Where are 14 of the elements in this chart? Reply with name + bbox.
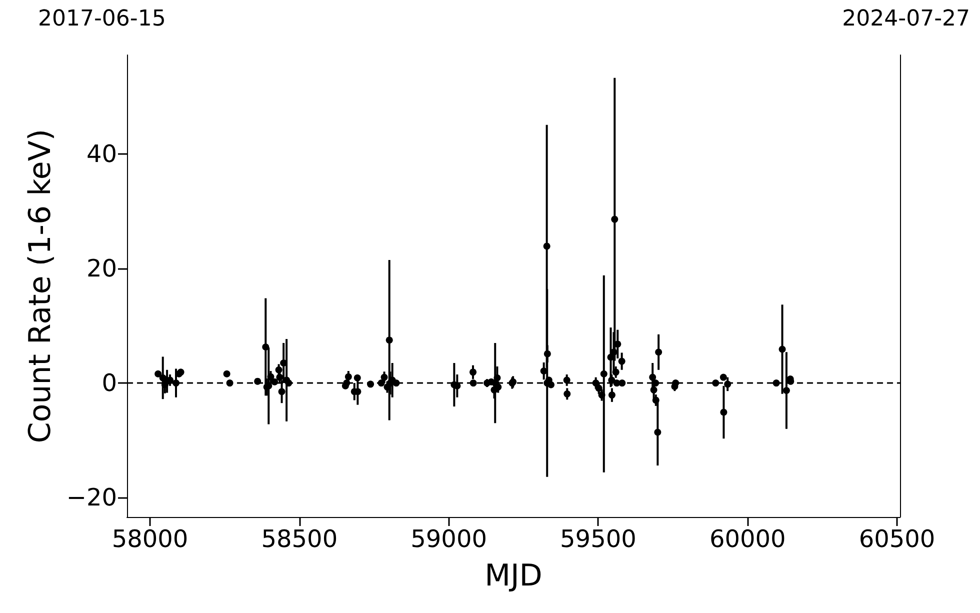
x-tick-label: 58000 bbox=[112, 525, 188, 553]
x-tick-label: 59500 bbox=[560, 525, 636, 553]
x-axis-title: MJD bbox=[484, 558, 542, 594]
y-tick-label: 20 bbox=[86, 254, 117, 283]
y-tick-label: 0 bbox=[102, 369, 117, 398]
x-tick-label: 59000 bbox=[410, 525, 487, 553]
x-tick-label: 60000 bbox=[709, 525, 786, 553]
y-tick-label: −20 bbox=[66, 484, 117, 512]
x-tick-label: 60500 bbox=[858, 525, 936, 553]
text: 2017-06-15 bbox=[38, 6, 166, 32]
y-axis-title: Count Rate (1-6 keV) bbox=[22, 128, 58, 444]
x-tick-label: 58500 bbox=[261, 525, 338, 553]
text: 2024-07-27 bbox=[842, 6, 970, 32]
y-tick-label: 40 bbox=[86, 140, 117, 168]
